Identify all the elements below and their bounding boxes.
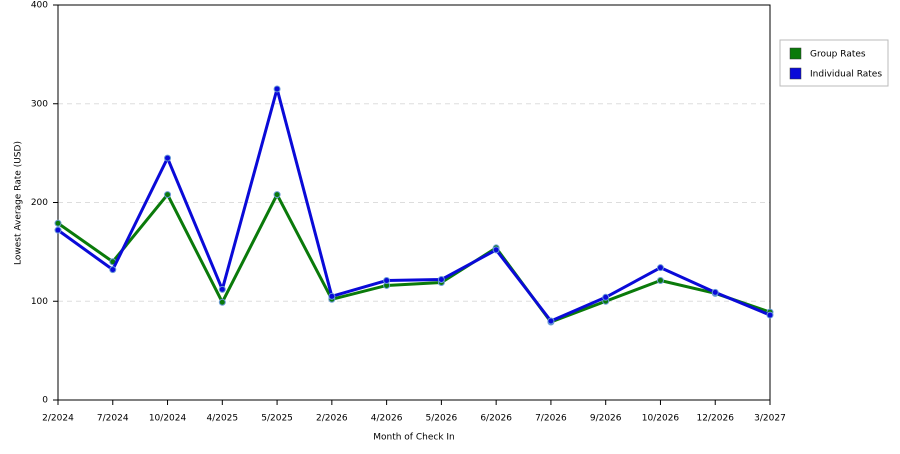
plot-frame bbox=[57, 4, 771, 401]
x-tick-label: 5/2025 bbox=[261, 414, 293, 424]
data-point bbox=[602, 293, 610, 301]
data-point bbox=[492, 246, 500, 254]
y-tick-label: 100 bbox=[31, 297, 48, 307]
series-line bbox=[57, 87, 771, 323]
data-point bbox=[656, 264, 664, 272]
data-point bbox=[164, 154, 172, 162]
y-tick-label: 200 bbox=[31, 198, 48, 208]
series-line bbox=[57, 193, 771, 324]
x-tick-label: 7/2026 bbox=[535, 414, 567, 424]
x-tick-label: 4/2025 bbox=[206, 414, 238, 424]
data-point bbox=[109, 266, 117, 274]
data-point bbox=[711, 288, 719, 296]
x-tick-label: 5/2026 bbox=[426, 414, 458, 424]
legend-swatch bbox=[789, 67, 802, 80]
legend-label: Individual Rates bbox=[810, 70, 882, 80]
x-tick-label: 7/2024 bbox=[97, 414, 129, 424]
x-tick-label: 2/2026 bbox=[316, 414, 348, 424]
x-tick-label: 10/2024 bbox=[149, 414, 187, 424]
data-point bbox=[656, 277, 664, 285]
x-tick-label: 2/2024 bbox=[42, 414, 74, 424]
x-tick-label: 6/2026 bbox=[480, 414, 512, 424]
legend-label: Group Rates bbox=[810, 50, 866, 60]
data-point bbox=[54, 219, 62, 227]
data-point bbox=[54, 226, 62, 234]
data-point bbox=[273, 191, 281, 199]
data-point bbox=[437, 276, 445, 284]
y-tick-label: 0 bbox=[42, 396, 48, 406]
data-point bbox=[383, 277, 391, 285]
y-axis-label: Lowest Average Rate (USD) bbox=[14, 141, 24, 265]
x-tick-label: 3/2027 bbox=[754, 414, 786, 424]
data-point bbox=[218, 285, 226, 293]
x-axis-label: Month of Check In bbox=[373, 433, 455, 443]
data-point bbox=[547, 317, 555, 325]
data-point bbox=[766, 311, 774, 319]
data-point bbox=[273, 85, 281, 93]
x-tick-label: 12/2026 bbox=[697, 414, 735, 424]
x-tick-label: 9/2026 bbox=[590, 414, 622, 424]
y-tick-label: 300 bbox=[31, 99, 48, 109]
data-point bbox=[218, 298, 226, 306]
x-tick-label: 10/2026 bbox=[642, 414, 680, 424]
legend-swatch bbox=[789, 47, 802, 60]
data-point bbox=[328, 292, 336, 300]
data-point bbox=[164, 191, 172, 199]
y-tick-label: 400 bbox=[31, 1, 48, 11]
x-tick-label: 4/2026 bbox=[371, 414, 403, 424]
